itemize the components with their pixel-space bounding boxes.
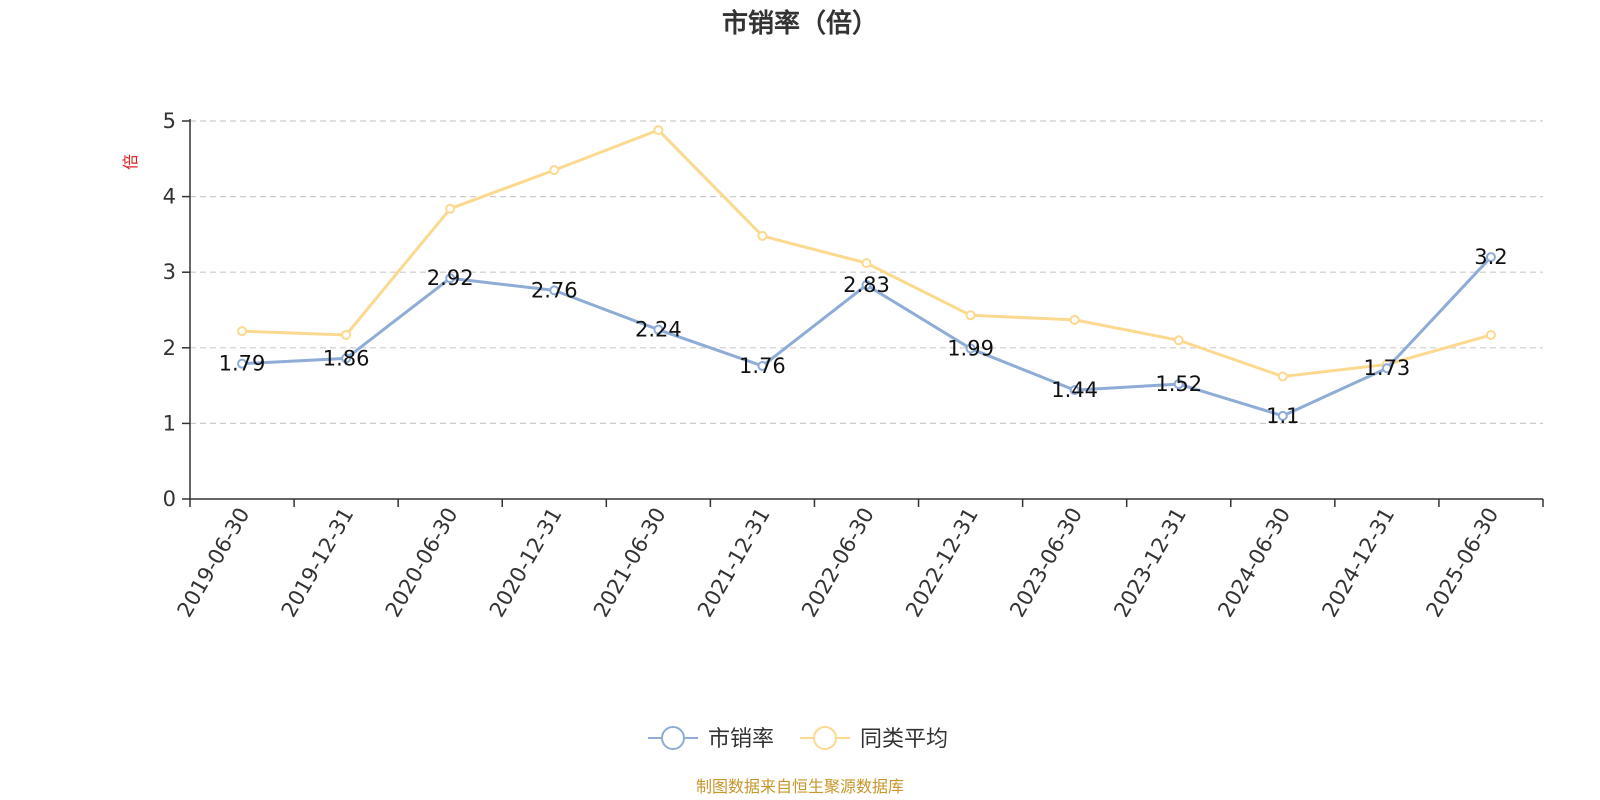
chart-title: 市销率（倍） <box>722 8 878 39</box>
data-label: 1.44 <box>1051 378 1098 402</box>
y-tick-label: 5 <box>163 109 176 133</box>
data-point <box>1069 314 1080 325</box>
x-tick-label: 2021-12-31 <box>693 504 775 622</box>
data-point <box>965 343 976 354</box>
data-label: 2.76 <box>531 278 578 302</box>
x-tick-label: 2019-06-30 <box>173 504 255 622</box>
data-point <box>1485 329 1496 340</box>
data-point <box>1173 379 1184 390</box>
y-tick-label: 3 <box>163 260 176 284</box>
data-point <box>653 125 664 136</box>
data-label: 1.73 <box>1364 356 1411 380</box>
axes: 0 1 2 3 4 5 2019-06-30 2019-12-31 2020-06-30 2020… <box>163 109 1544 622</box>
x-tick-label: 2020-06-30 <box>381 504 463 622</box>
x-tick-label: 2019-12-31 <box>277 504 359 622</box>
data-label: 1.86 <box>323 346 370 370</box>
data-label: 1.76 <box>739 354 786 378</box>
data-point <box>1381 363 1392 374</box>
data-point <box>965 310 976 321</box>
data-label: 1.1 <box>1266 404 1299 428</box>
legend-label: 同类平均 <box>860 727 948 752</box>
data-label: 3.2 <box>1474 245 1507 269</box>
data-label: 1.79 <box>219 352 266 376</box>
data-point <box>237 326 248 337</box>
data-label: 1.99 <box>947 337 994 361</box>
x-tick-label: 2020-12-31 <box>485 504 567 622</box>
data-point <box>1173 335 1184 346</box>
data-label: 1.52 <box>1155 372 1202 396</box>
data-point <box>237 358 248 369</box>
data-label: 2.24 <box>635 318 682 342</box>
x-tick-label: 2023-06-30 <box>1005 504 1087 622</box>
data-point <box>861 258 872 269</box>
data-point <box>445 273 456 284</box>
y-tick-label: 0 <box>163 487 176 511</box>
legend-marker-icon <box>813 726 837 750</box>
data-point <box>445 203 456 214</box>
x-tick-label: 2024-06-30 <box>1213 504 1295 622</box>
x-tick-label: 2022-12-31 <box>901 504 983 622</box>
data-label: 2.92 <box>427 266 474 290</box>
y-tick-label: 1 <box>163 411 176 435</box>
y-tick-label: 4 <box>163 185 176 209</box>
x-tick-label: 2023-12-31 <box>1109 504 1191 622</box>
source-note: 制图数据来自恒生聚源数据库 <box>696 777 904 796</box>
data-point <box>757 360 768 371</box>
data-point <box>653 324 664 335</box>
data-point <box>1485 252 1496 263</box>
x-tick-label: 2021-06-30 <box>589 504 671 622</box>
data-point <box>757 230 768 241</box>
y-axis-label: 倍 <box>121 154 140 170</box>
data-label: 2.83 <box>843 273 890 297</box>
legend[interactable]: 市销率 同类平均 <box>648 726 948 752</box>
x-tick-label: 2025-06-30 <box>1421 504 1503 622</box>
data-point <box>549 285 560 296</box>
series <box>237 125 1496 421</box>
x-tick-label: 2024-12-31 <box>1317 504 1399 622</box>
legend-item-average[interactable]: 同类平均 <box>800 726 948 752</box>
legend-item-pe[interactable]: 市销率 <box>648 726 774 752</box>
data-point <box>341 329 352 340</box>
data-point <box>861 280 872 291</box>
data-point <box>341 353 352 364</box>
data-labels: 1.79 1.86 2.92 2.76 2.24 1.76 2.83 1.99 1.44 1.52… <box>219 245 1508 428</box>
data-point <box>549 165 560 176</box>
y-tick-label: 2 <box>163 336 176 360</box>
data-point <box>1277 371 1288 382</box>
legend-marker-icon <box>661 726 685 750</box>
data-point <box>1277 410 1288 421</box>
data-point <box>1069 385 1080 396</box>
series-line <box>241 128 1492 379</box>
x-tick-label: 2022-06-30 <box>797 504 879 622</box>
legend-label: 市销率 <box>708 727 774 752</box>
grid <box>190 120 1543 424</box>
